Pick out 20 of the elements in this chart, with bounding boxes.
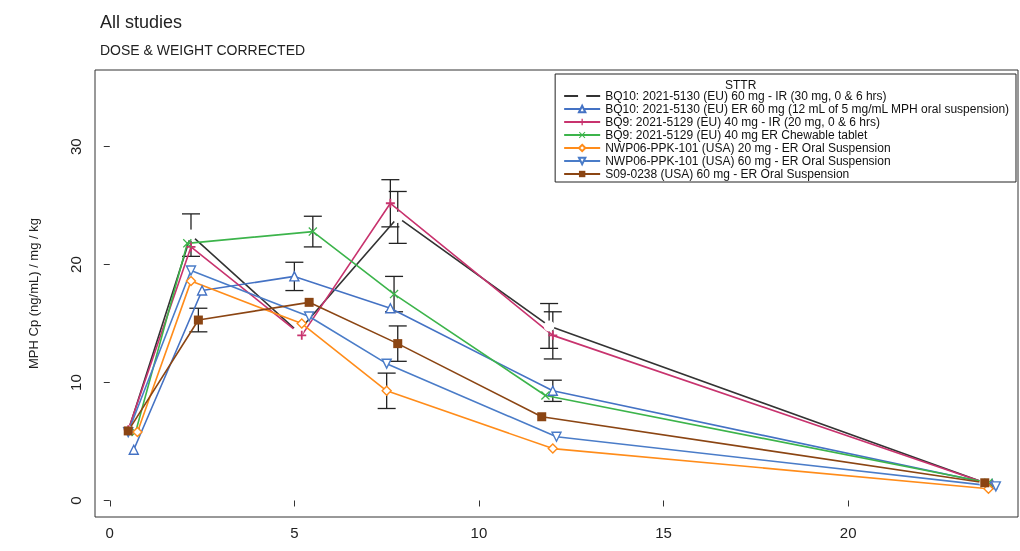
legend-label: BQ10: 2021-5130 (EU) 60 mg - IR (30 mg, 0 & 6 hrs) <box>605 89 887 103</box>
y-axis-title: MPH Cp (ng/mL) / mg / kg <box>26 218 41 369</box>
y-tick-label: 20 <box>67 256 84 273</box>
legend-label: S09-0238 (USA) 60 mg - ER Oral Suspension <box>605 167 850 181</box>
chart-title: All studies <box>100 12 183 32</box>
legend-label: NWP06-PPK-101 (USA) 20 mg - ER Oral Suspension <box>605 141 891 155</box>
legend-label: BQ9: 2021-5129 (EU) 40 mg ER Chewable tablet <box>605 128 868 142</box>
legend-label: NWP06-PPK-101 (USA) 60 mg - ER Oral Suspension <box>605 154 891 168</box>
y-tick-label: 10 <box>67 374 84 391</box>
x-tick-label: 10 <box>470 524 488 541</box>
chart-subtitle: DOSE & WEIGHT CORRECTED <box>100 42 306 58</box>
legend-title: STTR <box>725 78 757 92</box>
legend-label: BQ10: 2021-5130 (EU) ER 60 mg (12 mL of 5 mg/mL MPH oral suspension) <box>605 102 1010 116</box>
x-tick-label: 15 <box>655 524 672 541</box>
y-tick-label: 0 <box>67 496 84 505</box>
y-tick-label: 30 <box>67 138 84 156</box>
x-tick-label: 0 <box>105 524 114 541</box>
x-tick-label: 5 <box>290 524 299 541</box>
legend-label: BQ9: 2021-5129 (EU) 40 mg - IR (20 mg, 0 & 6 hrs) <box>605 115 880 129</box>
x-tick-label: 20 <box>839 524 857 541</box>
